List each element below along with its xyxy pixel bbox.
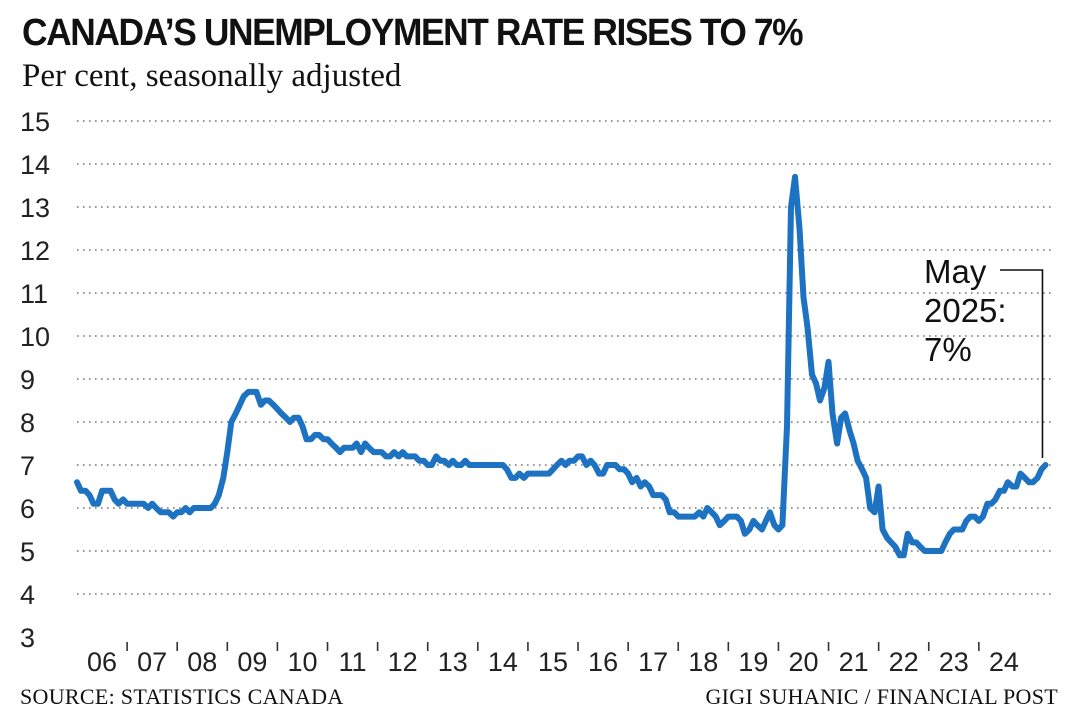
series-line-0 [74,173,1049,559]
x-tick-label: 12 [388,647,418,677]
chart-title: CANADA’S UNEMPLOYMENT RATE RISES TO 7% [22,12,804,54]
x-tick-label: 21 [839,647,869,677]
x-tick-label: 19 [738,647,768,677]
x-tick-label: 15 [538,647,568,677]
x-tick-label: 17 [638,647,668,677]
y-tick-label: 7 [20,451,35,481]
source-note: SOURCE: STATISTICS CANADA [20,684,344,709]
x-tick-label: 20 [788,647,818,677]
x-tick-label: 16 [588,647,618,677]
y-tick-label: 3 [20,623,35,653]
y-tick-label: 5 [20,537,35,567]
annotation-line: 2025: [924,292,1007,329]
x-tick-label: 14 [488,647,518,677]
credit-note: GIGI SUHANIC / FINANCIAL POST [705,684,1058,709]
y-tick-label: 10 [20,322,50,352]
x-axis-ticks: 06 07 08 09 10 11 12 13 14 15 16 17 18 19 20 21 22 23 24 [87,642,1019,677]
y-tick-label: 8 [20,408,35,438]
x-tick-label: 23 [939,647,969,677]
series-group [74,173,1049,559]
x-tick-label: 06 [87,647,117,677]
x-tick-label: 22 [889,647,919,677]
y-tick-label: 12 [20,236,50,266]
y-tick-label: 14 [20,150,50,180]
y-axis-ticks: 3 4 5 6 7 8 9 10 11 12 13 14 15 [20,107,50,653]
x-tick-label: 18 [688,647,718,677]
x-tick-label: 24 [989,647,1019,677]
y-tick-label: 6 [20,494,35,524]
x-tick-label: 07 [137,647,167,677]
annotation-line: May [924,253,987,290]
y-tick-label: 9 [20,365,35,395]
x-tick-label: 09 [237,647,267,677]
annotation-leader-line [1000,269,1044,458]
gridlines [77,120,1054,595]
y-tick-label: 13 [20,193,50,223]
chart-subtitle: Per cent, seasonally adjusted [22,58,402,94]
y-tick-label: 4 [20,580,35,610]
y-tick-label: 11 [20,279,48,309]
y-tick-label: 15 [20,107,50,137]
annotation-line: 7% [924,331,972,368]
x-tick-label: 10 [287,647,317,677]
x-tick-label: 11 [339,647,367,677]
x-tick-label: 08 [187,647,217,677]
x-tick-label: 13 [438,647,468,677]
